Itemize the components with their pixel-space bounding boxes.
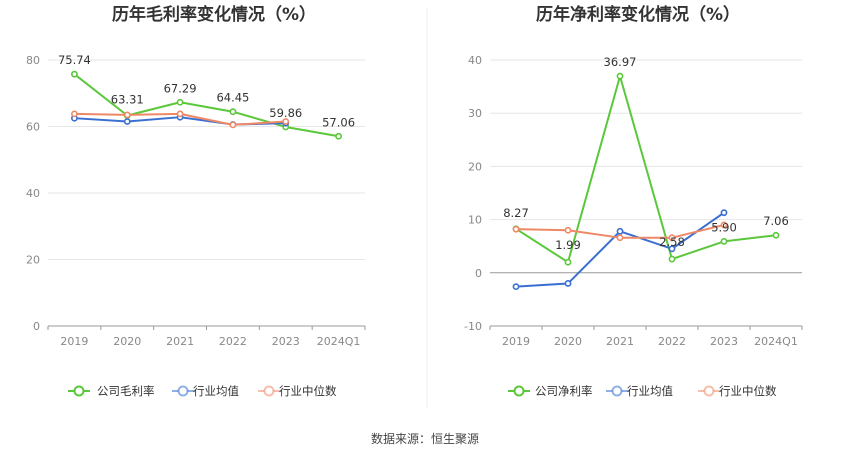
data-label: 64.45 — [216, 91, 249, 105]
x-tick-label: 2020 — [113, 335, 141, 348]
legend-swatch-marker — [73, 385, 85, 397]
source-footer: 数据来源：恒生聚源 — [371, 431, 479, 446]
series-line-0 — [73, 73, 339, 138]
x-tick-label: 2024Q1 — [317, 335, 361, 348]
x-tick-label: 2019 — [502, 335, 530, 348]
data-point — [71, 110, 78, 118]
y-tick-label: 0 — [33, 320, 40, 333]
data-point — [616, 72, 624, 80]
data-label: 36.97 — [604, 55, 637, 69]
data-point — [720, 221, 728, 229]
y-tick-label: 60 — [26, 121, 40, 134]
data-point — [71, 70, 78, 78]
y-tick-label: 80 — [26, 54, 40, 67]
y-tick-label: 10 — [468, 214, 482, 227]
legend-swatch-marker — [263, 385, 275, 397]
data-label: 75.74 — [58, 53, 91, 67]
legend-swatch-marker — [513, 385, 525, 397]
x-tick-label: 2021 — [166, 335, 194, 348]
data-label: 2.58 — [659, 235, 685, 249]
data-point — [564, 226, 572, 234]
y-tick-label: 20 — [26, 254, 40, 267]
x-tick-label: 2023 — [710, 335, 738, 348]
data-label: 8.27 — [503, 206, 529, 220]
legend-item-label[interactable]: 行业均值 — [627, 384, 673, 398]
data-point — [564, 258, 572, 266]
data-point — [564, 280, 572, 287]
x-tick-label: 2024Q1 — [754, 335, 798, 348]
data-point — [123, 111, 131, 119]
gross-margin-chart: 历年毛利率变化情况（%） 0 20 40 60 80 2019 2020 2021 2022 202… — [26, 4, 366, 398]
data-point — [229, 121, 237, 129]
data-point — [512, 283, 520, 291]
legend-item-label[interactable]: 行业中位数 — [719, 384, 777, 398]
legend-item-label[interactable]: 公司毛利率 — [97, 384, 155, 398]
y-tick-label: -10 — [464, 320, 482, 333]
y-tick-label: 0 — [475, 267, 482, 280]
chart-title: 历年毛利率变化情况（%） — [112, 4, 316, 25]
data-point — [668, 245, 676, 253]
legend-swatch-marker — [703, 385, 715, 397]
data-point — [176, 98, 184, 106]
data-point — [176, 110, 184, 118]
legend-swatch-marker — [611, 385, 623, 397]
legend-swatch-marker — [177, 385, 189, 397]
data-point — [616, 234, 624, 242]
data-point — [512, 225, 520, 233]
y-tick-label: 40 — [468, 54, 482, 67]
x-tick-label: 2020 — [554, 335, 582, 348]
data-point — [668, 234, 676, 242]
data-point — [720, 238, 728, 245]
x-tick-label: 2022 — [219, 335, 247, 348]
x-tick-label: 2023 — [272, 335, 300, 348]
x-tick-label: 2022 — [658, 335, 686, 348]
data-point — [335, 132, 342, 140]
data-point — [229, 108, 237, 116]
x-tick-label: 2021 — [606, 335, 634, 348]
data-point — [616, 227, 624, 235]
data-label: 63.31 — [111, 92, 144, 106]
data-label: 67.29 — [164, 81, 197, 95]
data-point — [123, 118, 131, 125]
series-line-0 — [515, 75, 777, 264]
y-tick-label: 20 — [468, 160, 482, 173]
legend-item-label[interactable]: 行业中位数 — [279, 384, 337, 398]
y-tick-label: 40 — [26, 187, 40, 200]
x-tick-label: 2019 — [60, 335, 88, 348]
net-margin-chart: 历年净利率变化情况（%） -10 0 10 20 30 40 2019 2020 2021 2022… — [464, 4, 803, 398]
legend-item-label[interactable]: 公司净利率 — [535, 384, 593, 398]
data-point — [720, 209, 728, 217]
chart-title: 历年净利率变化情况（%） — [536, 4, 740, 25]
data-point — [668, 255, 676, 263]
y-tick-label: 30 — [468, 107, 482, 120]
data-label: 1.99 — [555, 238, 581, 252]
data-label: 5.90 — [711, 220, 737, 234]
data-label: 7.06 — [763, 214, 789, 228]
data-point — [282, 118, 290, 125]
data-label: 59.86 — [269, 106, 302, 120]
data-point — [772, 231, 780, 239]
legend-item-label[interactable]: 行业均值 — [193, 384, 239, 398]
data-label: 57.06 — [322, 115, 355, 129]
